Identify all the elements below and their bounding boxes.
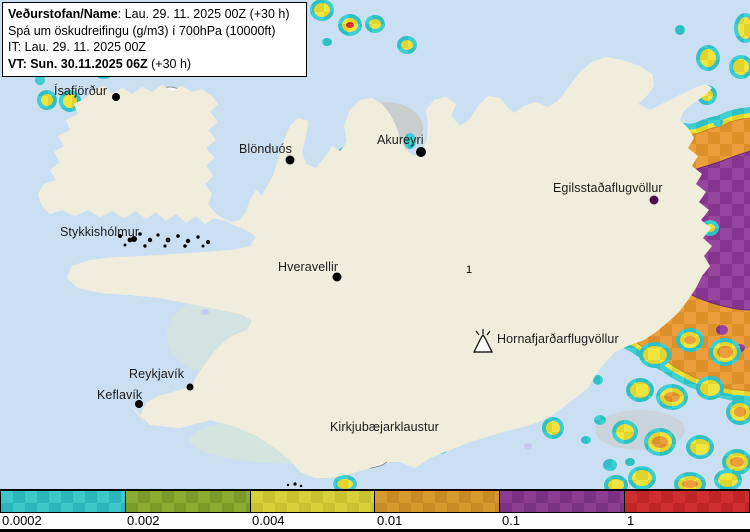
legend-value: 0.0002 [2,513,42,528]
forecast-issue-time-line: IT: Lau. 29. 11. 2025 00Z [8,40,147,54]
legend-value: 1 [627,513,635,528]
place-markers [112,93,659,408]
place-label-stykkisholmur: Stykkishólmur [60,225,140,239]
place-label-isafjordur: Ísafjörður [54,84,108,98]
place-marker-dot [131,236,137,242]
place-label-egilsstadir: Egilsstaðaflugvöllur [553,181,663,195]
legend-color-bar [0,489,750,513]
place-label-blonduos: Blönduós [239,142,292,156]
legend-value: 0.004 [252,513,285,528]
forecast-title-line: Veðurstofan/Name: Lau. 29. 11. 2025 00Z … [8,7,290,21]
place-marker-dot [332,272,342,282]
legend-segment-olive [125,491,251,512]
iceland-map [0,0,750,489]
erupting-volcano-icon [472,329,494,353]
forecast-description-line: Spá um öskudreifingu (g/m3) í 700hPa (10… [8,23,276,38]
map-area: Ísafjörður Blönduós Akureyri Stykkishólm… [0,0,750,489]
legend-value: 0.01 [377,513,403,528]
legend-segment-cyan [1,491,126,512]
place-label-hveravellir: Hveravellir [278,260,339,274]
place-label-kirkjubaejarklaustur: Kirkjubæjarklaustur [330,420,439,434]
place-label-reykjavik: Reykjavík [129,367,185,381]
place-label-keflavik: Keflavík [97,388,143,402]
concentration-legend: 0.0002 0.002 0.004 0.01 0.1 1 [0,489,750,532]
place-label-hornafjordur: Hornafjarðarflugvöllur [497,332,619,346]
forecast-valid-time-line: VT: Sun. 30.11.2025 06Z (+30 h) [8,56,192,71]
contour-value-label: 1 [466,264,473,276]
place-marker-dot [186,383,194,391]
legend-value-labels: 0.0002 0.002 0.004 0.01 0.1 1 [0,513,750,532]
legend-segment-red [625,491,749,512]
place-marker-dot [135,400,143,408]
legend-value: 0.1 [502,513,521,528]
place-marker-dot [112,93,120,101]
legend-value: 0.002 [127,513,160,528]
legend-segment-purple [500,491,626,512]
place-marker-dot [416,147,426,157]
place-marker-dot [649,195,659,205]
legend-segment-yellow [250,491,376,512]
place-label-akureyri: Akureyri [377,133,424,147]
legend-segment-orange [375,491,501,512]
forecast-info-box: Veðurstofan/Name: Lau. 29. 11. 2025 00Z … [2,2,307,77]
place-marker-dot [285,155,295,165]
